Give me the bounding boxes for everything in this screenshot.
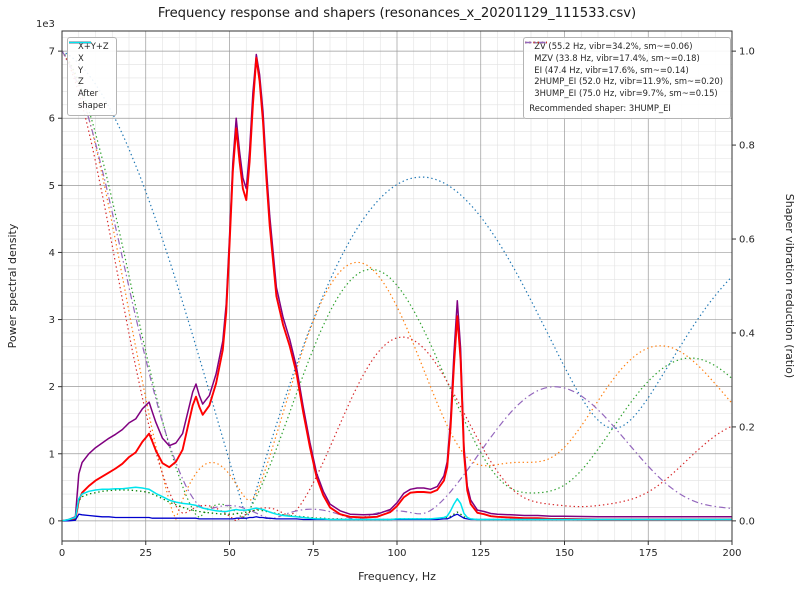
legend-label-mzv: MZV (33.8 Hz, vibr=17.4%, sm~=0.18) — [534, 52, 700, 63]
x-tick-label: 100 — [387, 548, 406, 559]
y-left-tick-label: 2 — [49, 382, 55, 393]
legend-label-3hump-ei: 3HUMP_EI (75.0 Hz, vibr=9.7%, sm~=0.15) — [534, 88, 718, 99]
legend-label-y: Y — [78, 64, 84, 75]
y-left-tick-label: 4 — [49, 248, 55, 259]
x-tick-label: 75 — [307, 548, 320, 559]
y-right-tick-label: 0.0 — [739, 516, 755, 527]
legend-label-sum: X+Y+Z — [78, 41, 109, 51]
curve-psd-x — [61, 56, 732, 522]
y-axis-right-label: Shaper vibration reduction (ratio) — [783, 194, 796, 378]
curve-shaper-2hump_ei — [61, 50, 733, 522]
curve-psd-after — [61, 486, 732, 522]
x-tick-label: 25 — [139, 548, 152, 559]
x-tick-label: 150 — [555, 548, 574, 559]
y-right-tick-label: 0.2 — [739, 422, 755, 433]
y-left-tick-label: 3 — [49, 315, 55, 326]
legend-label-2hump-ei: 2HUMP_EI (52.0 Hz, vibr=11.9%, sm~=0.20) — [534, 76, 723, 87]
y-axis-offset-text: 1e3 — [36, 19, 55, 30]
y-right-tick-label: 0.4 — [739, 328, 755, 339]
curve-shaper-3hump_ei — [61, 50, 733, 520]
y-right-tick-label: 0.6 — [739, 235, 755, 246]
y-right-tick-label: 1.0 — [739, 47, 755, 58]
x-tick-label: 50 — [223, 548, 236, 559]
y-axis-left-label: Power spectral density — [6, 223, 19, 348]
legend-psd: X+Y+Z X Y Z After shaper — [67, 37, 117, 116]
legend-item-3hump-ei: 3HUMP_EI (75.0 Hz, vibr=9.7%, sm~=0.15) — [525, 41, 723, 100]
x-tick-label: 175 — [639, 548, 658, 559]
grid — [61, 31, 733, 541]
y-left-tick-label: 0 — [49, 516, 55, 527]
legend-item-y: Y — [69, 41, 109, 77]
x-axis-label: Frequency, Hz — [358, 570, 436, 583]
y-left-tick-label: 1 — [49, 449, 55, 460]
y-left-tick-label: 6 — [49, 114, 55, 125]
y-right-tick-label: 0.8 — [739, 141, 755, 152]
curve-shaper-ei — [61, 50, 733, 519]
legend-label-z: Z — [78, 76, 84, 87]
legend-item-x: X — [69, 41, 109, 65]
x-tick-label: 200 — [722, 548, 741, 559]
curve-psd-z — [62, 513, 732, 522]
y-left-tick-label: 7 — [49, 47, 55, 58]
legend-item-2hump-ei: 2HUMP_EI (52.0 Hz, vibr=11.9%, sm~=0.20) — [525, 41, 723, 88]
legend-item-ei: EI (47.4 Hz, vibr=17.6%, sm~=0.14) — [525, 41, 723, 77]
legend-recommended-note: Recommended shaper: 3HUMP_EI — [529, 102, 671, 113]
curve-shaper-zv — [61, 50, 733, 521]
legend-item-after-shaper: After shaper — [69, 41, 109, 112]
curves — [61, 50, 733, 522]
chart-title: Frequency response and shapers (resonanc… — [157, 6, 637, 21]
legend-label-after-shaper: After shaper — [78, 88, 107, 110]
legend-item-z: Z — [69, 41, 109, 88]
legend-item-mzv: MZV (33.8 Hz, vibr=17.4%, sm~=0.18) — [525, 41, 723, 65]
x-tick-label: 0 — [59, 548, 65, 559]
y-left-tick-label: 5 — [49, 181, 55, 192]
x-tick-label: 125 — [471, 548, 490, 559]
legend-label-x: X — [78, 52, 84, 63]
axes: 0 25 50 75 100 125 150 175 200 0 1 2 3 4 5 6 7 0.0 0.2 0.4 0… — [49, 30, 755, 559]
legend-label-ei: EI (47.4 Hz, vibr=17.6%, sm~=0.14) — [534, 64, 689, 75]
legend-label-zv: ZV (55.2 Hz, vibr=34.2%, sm~=0.06) — [534, 41, 693, 51]
legend-item-zv: ZV (55.2 Hz, vibr=34.2%, sm~=0.06) — [525, 41, 723, 53]
legend-shapers: ZV (55.2 Hz, vibr=34.2%, sm~=0.06) MZV (… — [523, 37, 731, 119]
